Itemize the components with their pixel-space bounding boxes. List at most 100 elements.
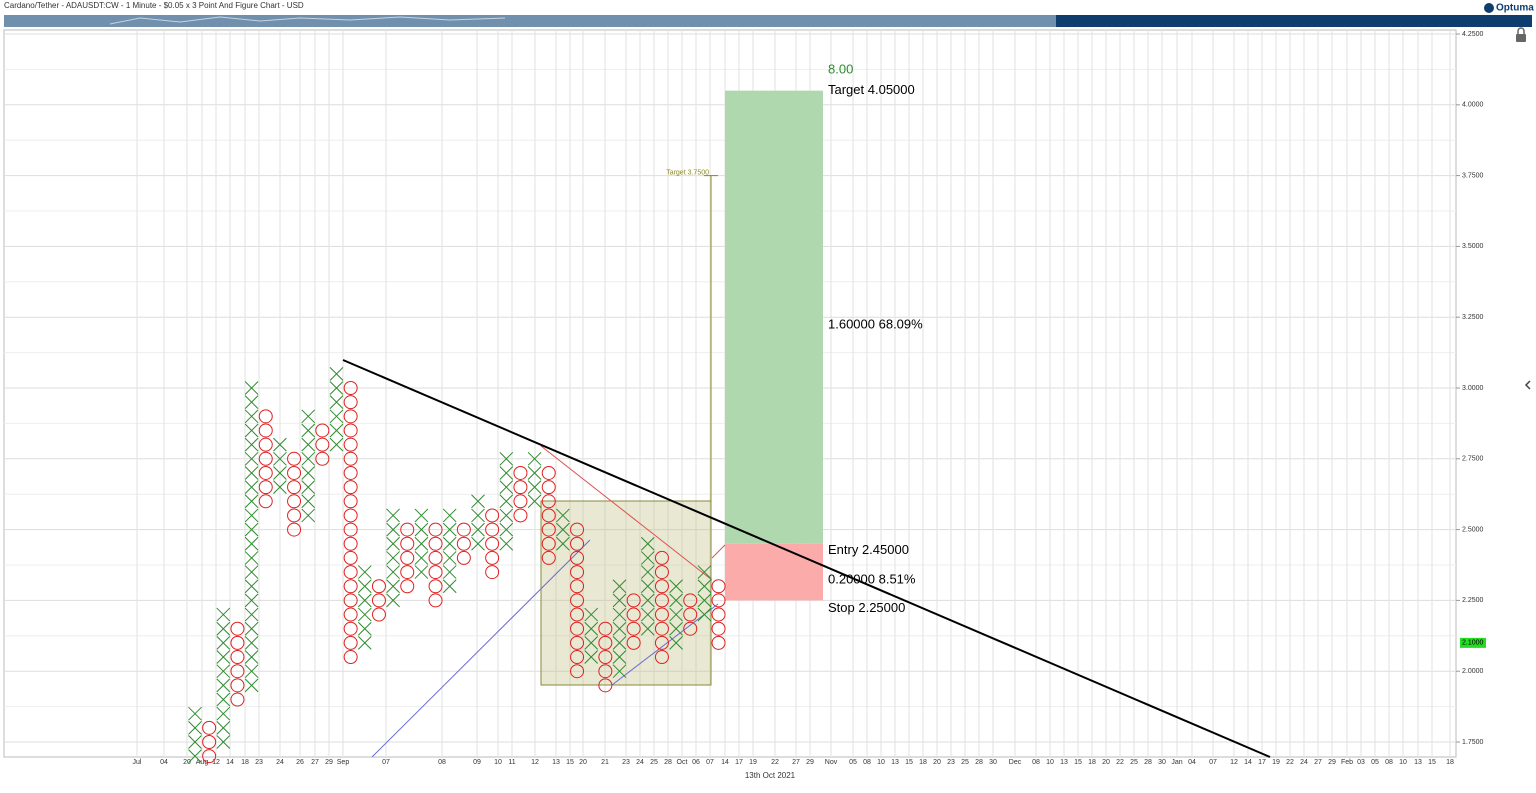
target-price-label: Target 4.05000	[828, 82, 915, 97]
x-caption: 13th Oct 2021	[745, 771, 796, 780]
x-tick-label: 19	[749, 759, 757, 766]
x-tick-label: 14	[1244, 759, 1252, 766]
x-tick-label: 17	[735, 759, 743, 766]
x-tick-label: 26	[296, 759, 304, 766]
x-tick-label: 14	[226, 759, 234, 766]
y-tick-label: 1.7500	[1462, 739, 1484, 746]
o-column	[371, 579, 386, 622]
o-column	[400, 522, 415, 594]
x-tick-label: 18	[1088, 759, 1096, 766]
x-tick-label: Aug	[196, 759, 209, 766]
x-tick-label: 07	[706, 759, 714, 766]
x-tick-label: 08	[438, 759, 446, 766]
x-tick-label: 05	[849, 759, 857, 766]
reward-zone	[725, 90, 823, 544]
brand: Optuma	[1496, 3, 1534, 14]
x-column	[527, 451, 542, 509]
entry-label: Entry 2.45000	[828, 542, 909, 557]
x-column	[329, 366, 344, 452]
navigator[interactable]	[4, 15, 1056, 27]
x-tick-label: 19	[1272, 759, 1280, 766]
x-tick-label: 14	[721, 759, 729, 766]
x-tick-label: Feb	[1341, 759, 1353, 766]
x-tick-label: 20	[933, 759, 941, 766]
x-tick-label: 10	[1046, 759, 1054, 766]
x-column	[357, 565, 372, 650]
x-tick-label: 27	[792, 759, 800, 766]
x-tick-label: 08	[863, 759, 871, 766]
x-tick-label: 13	[552, 759, 560, 766]
o-column	[626, 593, 641, 650]
navigator-sparkline	[109, 16, 506, 25]
x-tick-label: 29	[325, 759, 333, 766]
x-tick-label: 23	[622, 759, 630, 766]
x-column	[301, 409, 316, 523]
x-tick-label: 20	[579, 759, 587, 766]
x-tick-label: 24	[276, 759, 284, 766]
last-price-tag	[1460, 637, 1486, 648]
x-tick-label: 20	[1102, 759, 1110, 766]
x-column	[697, 565, 712, 622]
x-tick-label: 13	[891, 759, 899, 766]
lock-icon[interactable]	[1516, 34, 1526, 42]
o-column	[598, 621, 613, 693]
x-tick-label: 12	[1230, 759, 1238, 766]
x-tick-label: 27	[1314, 759, 1322, 766]
x-column	[414, 508, 429, 579]
x-tick-label: Jan	[1171, 759, 1182, 766]
navigator-window[interactable]	[1056, 15, 1532, 27]
trend-line	[342, 359, 1271, 758]
x-tick-label: 15	[905, 759, 913, 766]
x-column	[188, 706, 202, 764]
x-tick-label: 24	[636, 759, 644, 766]
last-price-label: 2.1000	[1462, 640, 1484, 647]
collapse-arrow[interactable]	[1524, 380, 1531, 390]
congestion-box	[540, 500, 712, 686]
y-tick-label: 2.7500	[1462, 456, 1484, 463]
x-tick-label: Jul	[133, 759, 142, 766]
x-tick-label: Oct	[677, 759, 688, 766]
target-label: Target 3.7500	[666, 169, 709, 176]
x-tick-label: 30	[1158, 759, 1166, 766]
y-tick-label: 3.5000	[1462, 243, 1484, 250]
x-tick-label: 23	[255, 759, 263, 766]
x-tick-label: Nov	[825, 759, 838, 766]
o-column	[343, 381, 358, 665]
support-line	[371, 539, 591, 758]
x-tick-label: 03	[1357, 759, 1365, 766]
plot-frame	[3, 29, 1457, 758]
x-tick-label: 08	[1032, 759, 1040, 766]
x-tick-label: Dec	[1009, 759, 1022, 766]
x-column	[386, 508, 400, 608]
x-column	[244, 381, 259, 693]
o-column	[287, 451, 302, 537]
o-column	[570, 522, 585, 679]
brand-logo	[1484, 3, 1494, 13]
y-tick-label: 3.0000	[1462, 385, 1484, 392]
x-column	[216, 607, 231, 749]
o-column	[541, 465, 556, 565]
x-column	[612, 579, 627, 679]
stop-label: Stop 2.25000	[828, 600, 905, 615]
x-tick-label: 15	[1428, 759, 1436, 766]
x-tick-label: 29	[806, 759, 814, 766]
x-tick-label: 05	[1371, 759, 1379, 766]
x-tick-label: 23	[947, 759, 955, 766]
x-tick-label: 15	[566, 759, 574, 766]
entry-line	[711, 544, 726, 559]
y-tick-label: 2.0000	[1462, 668, 1484, 675]
y-tick-label: 2.5000	[1462, 526, 1484, 533]
x-tick-label: 28	[664, 759, 672, 766]
x-tick-label: 12	[212, 759, 220, 766]
x-column	[273, 437, 287, 494]
x-tick-label: 22	[771, 759, 779, 766]
risk-zone	[725, 543, 823, 601]
y-tick-label: 3.2500	[1462, 314, 1484, 321]
risk-label: 0.20000 8.51%	[828, 571, 916, 586]
y-tick-label: 4.2500	[1462, 31, 1484, 38]
x-tick-label: 22	[1116, 759, 1124, 766]
x-tick-label: 17	[1258, 759, 1266, 766]
x-tick-label: 04	[1188, 759, 1196, 766]
